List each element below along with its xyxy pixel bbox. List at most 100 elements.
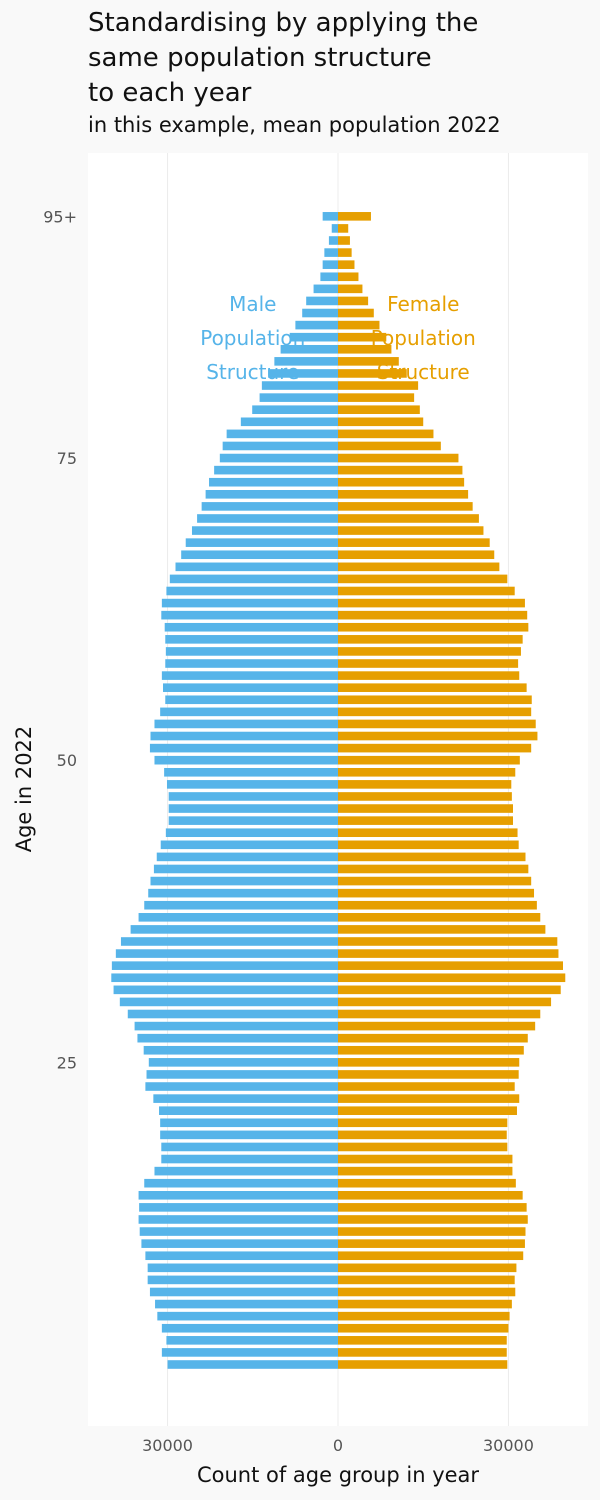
female-bar [338, 1263, 517, 1273]
female-bar [338, 1311, 510, 1321]
female-bar [338, 828, 518, 838]
female-bar [338, 780, 512, 789]
male-bar [280, 344, 338, 354]
female-bar [338, 236, 350, 245]
annotations: Male Population Structure Female Population S… [200, 292, 476, 384]
female-bar [338, 900, 537, 910]
male-bar [165, 695, 338, 705]
x-axis-title: Count of age group in year [197, 1463, 479, 1487]
male-bar [165, 647, 338, 656]
female-bar [338, 792, 512, 801]
female-bar [338, 767, 516, 777]
female-bar [338, 997, 552, 1007]
x-tick-label: 0 [333, 1436, 343, 1455]
male-bar [160, 1130, 338, 1140]
female-bar [338, 260, 355, 269]
male-bar [137, 1033, 338, 1043]
female-bar [338, 1045, 524, 1055]
male-bar [209, 477, 338, 487]
male-bar [268, 369, 338, 378]
y-tick-label: 25 [57, 1053, 77, 1072]
male-bar [320, 272, 338, 282]
female-bar [338, 465, 463, 475]
female-bar [338, 502, 473, 511]
female-bar [338, 1215, 528, 1224]
female-bar [338, 1287, 516, 1297]
male-bar [159, 1106, 338, 1115]
male-bar [274, 357, 338, 366]
male-bar [166, 780, 338, 789]
male-bar [160, 707, 338, 717]
female-bar [338, 719, 536, 729]
female-bar [338, 1058, 520, 1067]
female-bar [338, 1348, 507, 1357]
female-bar [338, 308, 374, 318]
male-bar [165, 828, 338, 838]
female-bar [338, 1166, 513, 1176]
male-bar [161, 1323, 338, 1333]
female-bar [338, 574, 508, 584]
male-bar [144, 1178, 338, 1188]
female-bar [338, 1009, 541, 1019]
male-bar [138, 1190, 338, 1200]
male-bar [153, 1094, 338, 1103]
female-bar [338, 1094, 520, 1103]
female-bar [338, 1130, 507, 1140]
male-bar [261, 381, 338, 390]
female-bar [338, 272, 359, 282]
male-bar [166, 1336, 338, 1345]
male-bar [115, 949, 338, 958]
female-bar [338, 743, 532, 753]
female-bar [338, 1190, 523, 1200]
male-bar [139, 1227, 338, 1236]
male-bar [161, 1142, 338, 1152]
female-bar [338, 357, 399, 366]
axes: Count of age group in year Age in 2022 3… [12, 207, 534, 1487]
male-bar [191, 526, 338, 535]
female-bar [338, 1178, 516, 1188]
male-bar [164, 622, 338, 632]
female-bar [338, 1323, 509, 1333]
female-bar [338, 1082, 515, 1091]
y-tick-label: 75 [57, 449, 77, 468]
male-bar [138, 913, 338, 922]
female-bar [338, 562, 500, 572]
y-tick-label: 50 [57, 751, 77, 770]
male-bar [148, 1058, 338, 1067]
male-bar [328, 236, 338, 245]
male-bar [139, 1203, 338, 1212]
male-bar [160, 1118, 338, 1128]
male-bar [168, 792, 338, 801]
y-tick-label: 95+ [43, 207, 77, 226]
male-bar [222, 441, 338, 451]
male-bar [164, 767, 338, 777]
female-bar [338, 622, 529, 632]
female-bar [338, 332, 387, 342]
female-bar [338, 695, 532, 705]
male-bar [153, 864, 338, 874]
female-bar [338, 973, 566, 983]
female-bar [338, 610, 528, 620]
male-bar [144, 900, 338, 910]
male-bar [145, 1251, 338, 1261]
female-bar [338, 284, 363, 294]
female-annotation-line: Population [371, 326, 476, 350]
male-bar [197, 514, 338, 523]
male-bar [154, 719, 338, 729]
male-bar [302, 308, 338, 318]
bars [111, 212, 566, 1369]
female-bar [338, 1021, 536, 1031]
male-bar [160, 840, 338, 850]
male-bar [138, 1215, 338, 1224]
female-bar [338, 1203, 527, 1212]
male-bar [295, 320, 338, 330]
female-bar [338, 864, 529, 874]
male-bar [219, 453, 338, 463]
female-bar [338, 913, 541, 922]
male-bar [313, 284, 338, 294]
y-axis-title: Age in 2022 [12, 726, 36, 853]
male-bar [119, 997, 339, 1007]
female-bar [338, 925, 546, 934]
female-bar [338, 586, 515, 596]
